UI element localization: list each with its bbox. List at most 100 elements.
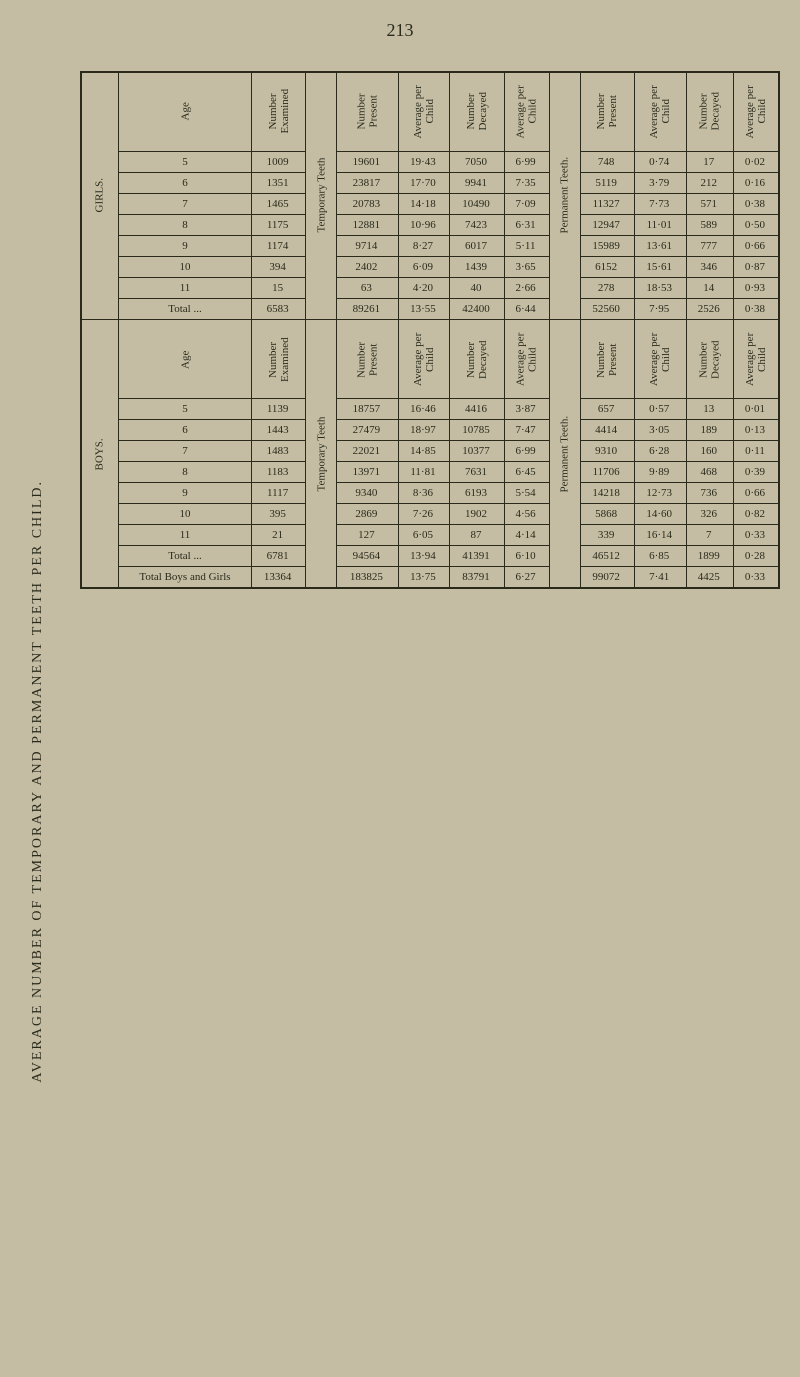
data-cell: 1139	[252, 399, 306, 420]
data-cell: 10785	[450, 420, 504, 441]
data-cell: 0·57	[634, 399, 686, 420]
data-cell: 10377	[450, 441, 504, 462]
data-cell: 6583	[252, 299, 306, 320]
data-cell: 18·97	[398, 420, 450, 441]
data-cell: 14·85	[398, 441, 450, 462]
data-cell: 1439	[450, 257, 504, 278]
data-cell: 18·53	[634, 278, 686, 299]
hb7: Number Decayed	[686, 320, 733, 399]
table-row: 9111793408·3661935·541421812·737360·66	[81, 483, 779, 504]
table-row: 511391875716·4644163·876570·57130·01	[81, 399, 779, 420]
data-cell: 22021	[337, 441, 398, 462]
data-cell: 4416	[450, 399, 504, 420]
data-cell: 7·35	[504, 173, 549, 194]
total-label: Total ...	[119, 546, 252, 567]
data-cell: 13364	[252, 567, 306, 589]
h3: Number Decayed	[450, 72, 504, 152]
data-cell: 7·26	[398, 504, 450, 525]
hb4: Average per Child	[504, 320, 549, 399]
data-cell: 7·95	[634, 299, 686, 320]
table-row: 1039424026·0914393·65615215·613460·87	[81, 257, 779, 278]
data-cell: 3·65	[504, 257, 549, 278]
data-cell: 10·96	[398, 215, 450, 236]
teeth-data-table: GIRLS.AgeNumber ExaminedTemporary TeethN…	[80, 71, 780, 589]
data-cell: 1483	[252, 441, 306, 462]
total-boys-girls-label: Total Boys and Girls	[119, 567, 252, 589]
data-cell: 1117	[252, 483, 306, 504]
data-cell: 7·47	[504, 420, 549, 441]
data-cell: 0·66	[733, 236, 779, 257]
data-cell: 0·93	[733, 278, 779, 299]
data-cell: 183825	[337, 567, 398, 589]
data-cell: 0·39	[733, 462, 779, 483]
data-cell: 6·99	[504, 441, 549, 462]
data-cell: 19601	[337, 152, 398, 173]
table-row: 614432747918·97107857·4744143·051890·13	[81, 420, 779, 441]
data-cell: 4·56	[504, 504, 549, 525]
data-cell: 7·41	[634, 567, 686, 589]
table-row: 1039528697·2619024·56586814·603260·82	[81, 504, 779, 525]
age-cell: 9	[119, 236, 252, 257]
data-cell: 11·01	[634, 215, 686, 236]
data-cell: 12881	[337, 215, 398, 236]
data-cell: 1183	[252, 462, 306, 483]
data-cell: 14	[686, 278, 733, 299]
data-cell: 13·75	[398, 567, 450, 589]
age-cell: 8	[119, 462, 252, 483]
data-cell: 6·99	[504, 152, 549, 173]
data-cell: 12947	[580, 215, 634, 236]
data-cell: 5·11	[504, 236, 549, 257]
data-cell: 94564	[337, 546, 398, 567]
data-cell: 736	[686, 483, 733, 504]
data-cell: 748	[580, 152, 634, 173]
data-cell: 4·20	[398, 278, 450, 299]
data-cell: 11·81	[398, 462, 450, 483]
age-cell: 5	[119, 152, 252, 173]
data-cell: 1351	[252, 173, 306, 194]
num-examined-header-b: Number Examined	[252, 320, 306, 399]
data-cell: 52560	[580, 299, 634, 320]
data-cell: 4·14	[504, 525, 549, 546]
data-cell: 1899	[686, 546, 733, 567]
data-cell: 0·11	[733, 441, 779, 462]
data-cell: 20783	[337, 194, 398, 215]
table-row: 714652078314·18104907·09113277·735710·38	[81, 194, 779, 215]
data-cell: 0·38	[733, 299, 779, 320]
h2: Average per Child	[398, 72, 450, 152]
page-number: 213	[20, 20, 780, 41]
data-cell: 6·44	[504, 299, 549, 320]
data-cell: 8·36	[398, 483, 450, 504]
hb6: Average per Child	[634, 320, 686, 399]
data-cell: 0·28	[733, 546, 779, 567]
boys-section-label: BOYS.	[81, 320, 119, 589]
h7: Number Decayed	[686, 72, 733, 152]
h8: Average per Child	[733, 72, 779, 152]
table-row: 613512381717·7099417·3551193·792120·16	[81, 173, 779, 194]
data-cell: 468	[686, 462, 733, 483]
temp-label-b: Temporary Teeth	[306, 320, 337, 589]
data-cell: 3·87	[504, 399, 549, 420]
data-cell: 0·87	[733, 257, 779, 278]
data-cell: 9714	[337, 236, 398, 257]
data-cell: 5868	[580, 504, 634, 525]
age-header: Age	[119, 72, 252, 152]
data-cell: 9·89	[634, 462, 686, 483]
data-cell: 0·74	[634, 152, 686, 173]
data-cell: 0·38	[733, 194, 779, 215]
hb8: Average per Child	[733, 320, 779, 399]
data-cell: 6152	[580, 257, 634, 278]
perm-label: Permanent Teeth.	[549, 72, 580, 320]
h4: Average per Child	[504, 72, 549, 152]
data-cell: 2869	[337, 504, 398, 525]
data-cell: 657	[580, 399, 634, 420]
age-cell: 8	[119, 215, 252, 236]
data-cell: 10490	[450, 194, 504, 215]
table-row: 811751288110·9674236·311294711·015890·50	[81, 215, 779, 236]
data-cell: 42400	[450, 299, 504, 320]
data-cell: 14218	[580, 483, 634, 504]
table-row: 1115634·20402·6627818·53140·93	[81, 278, 779, 299]
data-cell: 23817	[337, 173, 398, 194]
data-cell: 13	[686, 399, 733, 420]
data-cell: 339	[580, 525, 634, 546]
data-cell: 395	[252, 504, 306, 525]
